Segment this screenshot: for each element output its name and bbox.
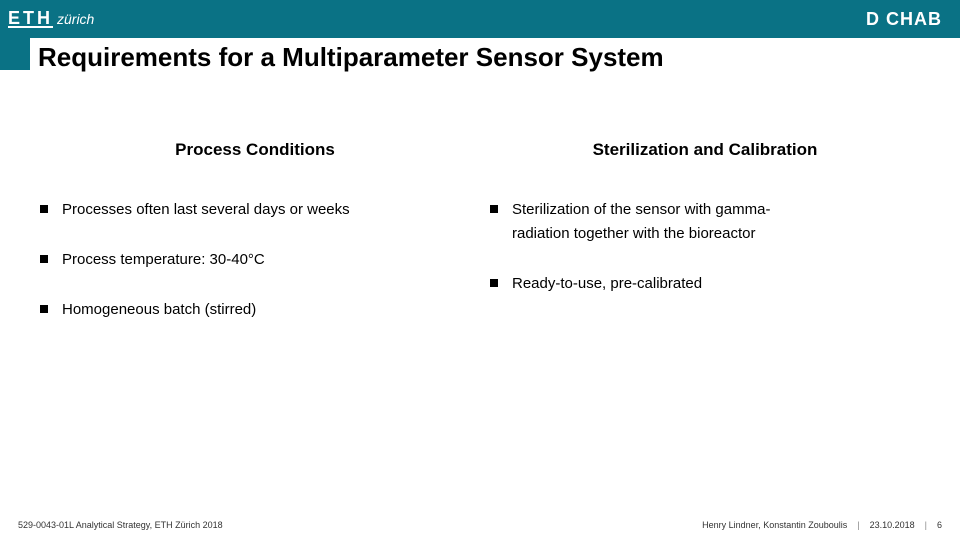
footer-left: 529-0043-01L Analytical Strategy, ETH Zü…	[18, 520, 223, 530]
eth-logo-main: ETH	[8, 10, 53, 28]
bullet-icon	[490, 205, 498, 213]
list-item-text: radiation together with the bioreactor	[512, 222, 755, 246]
list-item: Sterilization of the sensor with gamma-	[490, 198, 920, 222]
list-item: Homogeneous batch (stirred)	[40, 298, 470, 322]
list-item-text: Processes often last several days or wee…	[62, 198, 350, 222]
footer-separator: |	[925, 520, 927, 530]
eth-logo: ETH zürich	[8, 10, 94, 28]
footer-authors: Henry Lindner, Konstantin Zouboulis	[702, 520, 847, 530]
bullet-icon	[40, 305, 48, 313]
content-body: Process Conditions Processes often last …	[0, 140, 960, 348]
list-item-text: Process temperature: 30-40°C	[62, 248, 265, 272]
bullet-icon	[490, 279, 498, 287]
list-item: radiation together with the bioreactor	[490, 222, 920, 246]
list-item: Ready-to-use, pre-calibrated	[490, 272, 920, 296]
right-bullet-list: Sterilization of the sensor with gamma- …	[490, 198, 920, 296]
footer-page: 6	[937, 520, 942, 530]
footer-right: Henry Lindner, Konstantin Zouboulis | 23…	[702, 520, 942, 530]
footer-separator: |	[857, 520, 859, 530]
header-notch	[0, 38, 30, 70]
bullet-icon	[40, 255, 48, 263]
header-bar: ETH zürich D CHAB	[0, 0, 960, 38]
slide-title: Requirements for a Multiparameter Sensor…	[38, 42, 664, 73]
list-item-text: Sterilization of the sensor with gamma-	[512, 198, 770, 222]
left-bullet-list: Processes often last several days or wee…	[40, 198, 470, 322]
bullet-icon	[40, 205, 48, 213]
list-item: Processes often last several days or wee…	[40, 198, 470, 222]
footer: 529-0043-01L Analytical Strategy, ETH Zü…	[0, 520, 960, 530]
list-item: Process temperature: 30-40°C	[40, 248, 470, 272]
right-column-heading: Sterilization and Calibration	[490, 140, 920, 160]
right-column: Sterilization and Calibration Sterilizat…	[480, 140, 930, 348]
list-item-text: Ready-to-use, pre-calibrated	[512, 272, 702, 296]
footer-date: 23.10.2018	[870, 520, 915, 530]
department-label: D CHAB	[866, 9, 942, 30]
left-column: Process Conditions Processes often last …	[30, 140, 480, 348]
left-column-heading: Process Conditions	[40, 140, 470, 160]
eth-logo-sub: zürich	[57, 11, 94, 27]
list-item-text: Homogeneous batch (stirred)	[62, 298, 256, 322]
